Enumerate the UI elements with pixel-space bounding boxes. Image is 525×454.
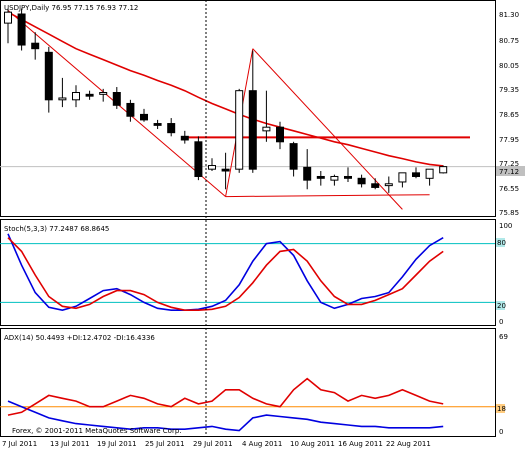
main-price-layer <box>0 8 495 210</box>
trend-line <box>252 48 403 210</box>
bearish-candle <box>303 166 312 181</box>
stoch-header: Stoch(5,3,3) 77.2487 68.8645 <box>4 225 109 233</box>
bullish-candle <box>439 166 448 174</box>
symbol-header: USDJPY,Daily 76.95 77.15 76.93 77.12 <box>4 4 138 12</box>
bearish-candle <box>112 92 121 106</box>
bullish-candle <box>72 92 80 101</box>
bearish-candle <box>167 123 176 134</box>
bullish-candle <box>208 165 216 170</box>
price-tick: 80.75 <box>499 37 519 45</box>
bearish-candle <box>371 183 380 188</box>
time-tick: 13 Jul 2011 <box>50 440 90 448</box>
time-tick: 22 Aug 2011 <box>386 440 431 448</box>
adx-level-label: 18 <box>497 405 506 413</box>
price-tick: 77.25 <box>499 160 519 168</box>
stoch-layer <box>0 233 495 312</box>
time-tick: 16 Aug 2011 <box>338 440 383 448</box>
price-tick: 76.55 <box>499 185 519 193</box>
time-tick: 25 Jul 2011 <box>145 440 185 448</box>
bearish-candle <box>17 13 26 46</box>
price-tick: 75.85 <box>499 209 519 217</box>
adx-layer <box>0 377 495 432</box>
bullish-candle <box>262 126 271 132</box>
bullish-candle <box>58 97 67 101</box>
price-tick: 81.30 <box>499 11 519 19</box>
adx-scale-top: 69 <box>499 333 508 341</box>
stoch-panel-frame <box>0 219 496 326</box>
stoch-level-low-box <box>496 301 505 310</box>
time-tick: 7 Jul 2011 <box>2 440 37 448</box>
bearish-candle <box>126 102 135 117</box>
stoch-level-high-label: 80 <box>497 239 506 247</box>
bullish-candle <box>330 175 339 181</box>
price-tick: 80.05 <box>499 62 519 70</box>
bearish-candle <box>180 135 189 141</box>
plus-di-line <box>7 400 444 432</box>
bearish-candle <box>276 126 284 143</box>
copyright-text: Forex, © 2001-2011 MetaQuotes Software C… <box>12 427 182 435</box>
current-price-label: 77.12 <box>499 168 519 176</box>
bullish-candle <box>99 92 108 95</box>
bullish-candle <box>384 183 393 187</box>
minus-di-line <box>7 377 444 416</box>
adx-level-box <box>496 404 505 413</box>
adx-scale-bottom: 0 <box>499 428 503 436</box>
bullish-candle <box>4 11 12 24</box>
adx-header: ADX(14) 50.4493 +DI:12.4702 -DI:16.4336 <box>4 334 155 342</box>
bearish-candle <box>31 42 40 50</box>
main-panel-frame <box>0 0 496 217</box>
price-tick: 78.65 <box>499 111 519 119</box>
price-axis: 81.30 80.75 80.05 79.35 78.65 77.95 77.2… <box>499 11 519 217</box>
moving-average-line <box>7 11 444 167</box>
time-tick: 19 Jul 2011 <box>97 440 137 448</box>
bearish-candle <box>44 51 53 101</box>
bearish-candle <box>357 177 366 185</box>
stoch-scale-top: 100 <box>499 222 512 230</box>
stoch-level-low-label: 20 <box>497 302 506 310</box>
bullish-candle <box>235 90 244 170</box>
bearish-candle <box>221 168 230 172</box>
trend-line <box>225 194 430 198</box>
price-tick: 79.35 <box>499 86 519 94</box>
stoch-scale-bottom: 0 <box>499 318 503 326</box>
bearish-candle <box>248 90 257 170</box>
time-axis: 7 Jul 2011 13 Jul 2011 19 Jul 2011 25 Ju… <box>2 440 431 448</box>
bearish-candle <box>412 172 420 177</box>
bearish-candle <box>153 123 162 126</box>
current-price-box <box>496 166 525 176</box>
bearish-candle <box>316 175 325 179</box>
bullish-candle <box>425 168 434 179</box>
adx-panel-frame <box>0 328 496 437</box>
stoch-signal-line <box>7 237 444 311</box>
time-tick: 4 Aug 2011 <box>242 440 282 448</box>
bearish-candle <box>289 143 298 170</box>
bearish-candle <box>344 175 352 179</box>
price-tick: 77.95 <box>499 136 519 144</box>
stoch-main-line <box>7 233 444 312</box>
stoch-level-high-box <box>496 238 505 247</box>
time-tick: 29 Jul 2011 <box>193 440 233 448</box>
bearish-candle <box>194 141 203 177</box>
bearish-candle <box>85 93 94 97</box>
time-tick: 10 Aug 2011 <box>290 440 335 448</box>
bullish-candle <box>398 172 407 183</box>
bearish-candle <box>140 113 148 121</box>
